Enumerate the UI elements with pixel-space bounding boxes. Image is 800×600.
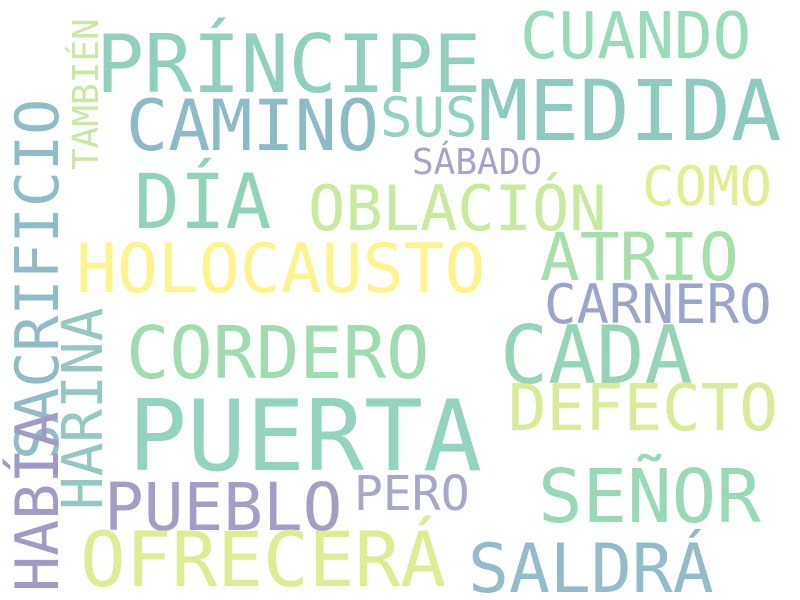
cloud-word-holocausto: HOLOCAUSTO xyxy=(76,230,485,309)
cloud-word-cordero: CORDERO xyxy=(126,311,429,395)
cloud-word-saldrá: SALDRÁ xyxy=(468,529,714,600)
cloud-word-día: DÍA xyxy=(134,157,271,246)
cloud-word-ofrecerá: OFRECERÁ xyxy=(80,514,446,600)
cloud-word-sábado: SÁBADO xyxy=(412,141,542,183)
cloud-word-sus: SUS xyxy=(380,86,478,149)
cloud-word-sacrificio: SACRIFICIO xyxy=(3,99,73,460)
cloud-word-medida: MEDIDA xyxy=(478,62,781,160)
cloud-word-carnero: CARNERO xyxy=(544,273,772,336)
cloud-word-atrio: ATRIO xyxy=(540,219,739,296)
cloud-word-oblación: OBLACIÓN xyxy=(308,172,607,245)
cloud-word-pero: PERO xyxy=(354,466,470,522)
cloud-word-cuando: CUANDO xyxy=(520,0,751,74)
cloud-word-también: TAMBIÉN xyxy=(65,18,107,170)
cloud-word-puerta: PUERTA xyxy=(128,380,482,494)
cloud-word-harina: HARINA xyxy=(51,308,116,510)
cloud-word-príncipe: PRÍNCIPE xyxy=(96,17,481,111)
cloud-word-camino: CAMINO xyxy=(126,85,379,167)
cloud-word-pueblo: PUEBLO xyxy=(104,469,342,546)
cloud-word-señor: SEÑOR xyxy=(538,452,761,540)
cloud-word-había: HABÍA xyxy=(1,411,73,592)
cloud-word-defecto: DEFECTO xyxy=(508,372,778,446)
cloud-word-como: COMO xyxy=(642,155,772,218)
cloud-word-cada: CADA xyxy=(500,309,693,402)
